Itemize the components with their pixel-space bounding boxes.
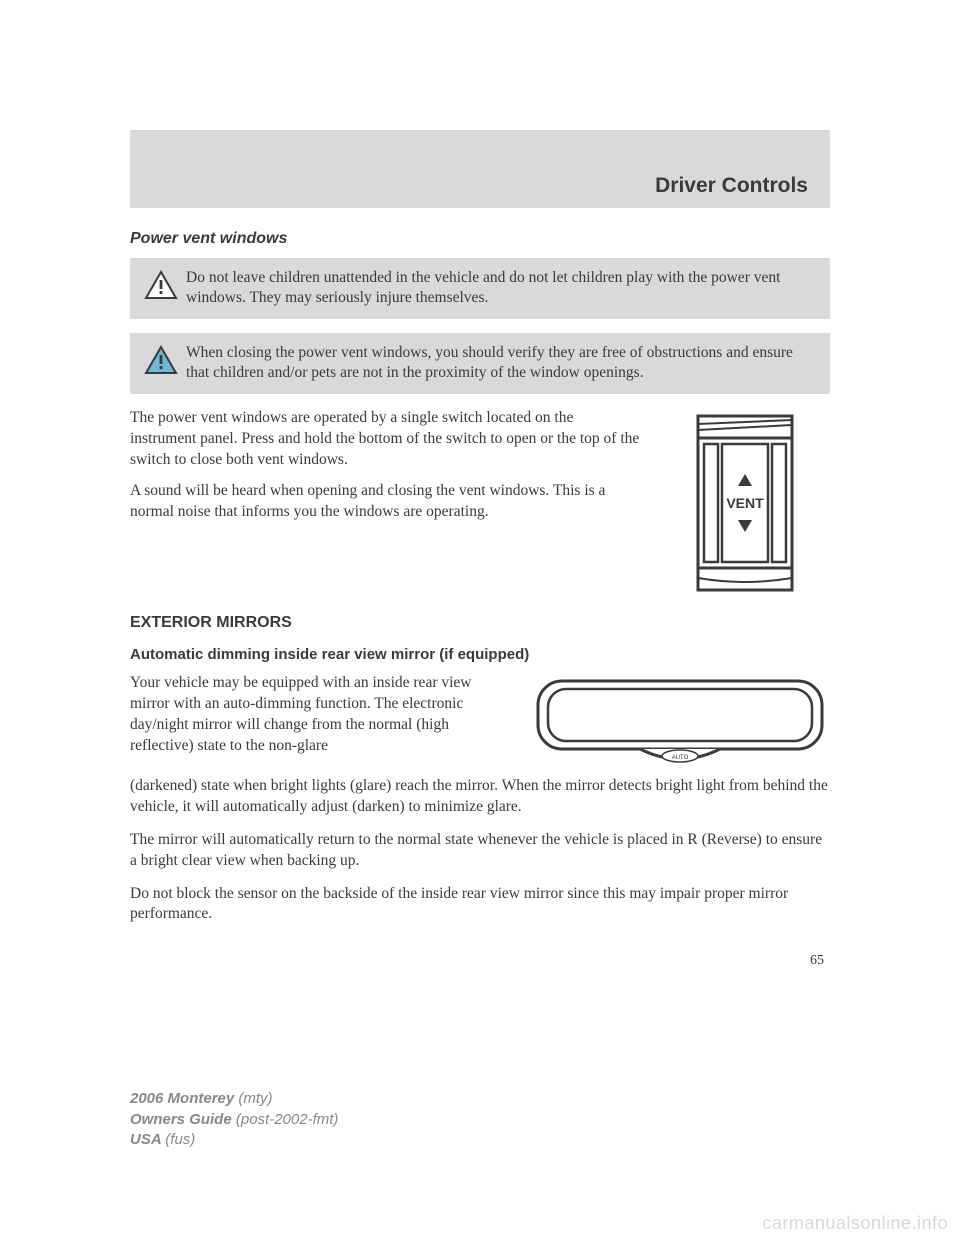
mirror-para-3: Do not block the sensor on the backside …: [130, 884, 830, 926]
warning-text-2: When closing the power vent windows, you…: [186, 344, 793, 381]
vent-description-row: The power vent windows are operated by a…: [130, 408, 830, 598]
watermark: carmanualsonline.info: [762, 1213, 948, 1234]
warning-triangle-icon: [144, 345, 178, 381]
footer-line-2: Owners Guide (post-2002-fmt): [130, 1110, 338, 1130]
mirror-para-1b: (darkened) state when bright lights (gla…: [130, 776, 830, 818]
footer-guide-code: (post-2002-fmt): [236, 1111, 339, 1128]
mirror-para-2: The mirror will automatically return to …: [130, 830, 830, 872]
svg-text:AUTO: AUTO: [672, 755, 689, 761]
chapter-header: Driver Controls: [130, 130, 830, 208]
footer: 2006 Monterey (mty) Owners Guide (post-2…: [130, 1089, 338, 1150]
mirror-text-wrap: Your vehicle may be equipped with an ins…: [130, 673, 514, 757]
page-content: Driver Controls Power vent windows Do no…: [130, 130, 830, 969]
vent-switch-figure: VENT: [660, 408, 830, 598]
subsection-title-auto-dim: Automatic dimming inside rear view mirro…: [130, 646, 830, 663]
mirror-figure: AUTO: [530, 673, 830, 778]
footer-region-code: (fus): [165, 1131, 195, 1148]
warning-box-1: Do not leave children unattended in the …: [130, 258, 830, 319]
footer-model-code: (mty): [238, 1090, 272, 1107]
vent-para-2: A sound will be heard when opening and c…: [130, 481, 640, 523]
section-title-exterior-mirrors: EXTERIOR MIRRORS: [130, 614, 830, 632]
warning-text-1: Do not leave children unattended in the …: [186, 269, 780, 306]
footer-model: 2006 Monterey: [130, 1090, 238, 1107]
footer-line-3: USA (fus): [130, 1130, 338, 1150]
footer-line-1: 2006 Monterey (mty): [130, 1089, 338, 1109]
footer-guide: Owners Guide: [130, 1111, 236, 1128]
vent-text: The power vent windows are operated by a…: [130, 408, 640, 598]
warning-box-2: When closing the power vent windows, you…: [130, 333, 830, 394]
warning-triangle-icon: [144, 270, 178, 306]
footer-region: USA: [130, 1131, 165, 1148]
mirror-row: Your vehicle may be equipped with an ins…: [130, 673, 830, 778]
section-title-power-vent: Power vent windows: [130, 230, 830, 248]
vent-switch-label: VENT: [726, 495, 764, 511]
vent-para-1: The power vent windows are operated by a…: [130, 408, 640, 471]
chapter-title: Driver Controls: [655, 174, 808, 198]
page-number: 65: [130, 953, 830, 969]
